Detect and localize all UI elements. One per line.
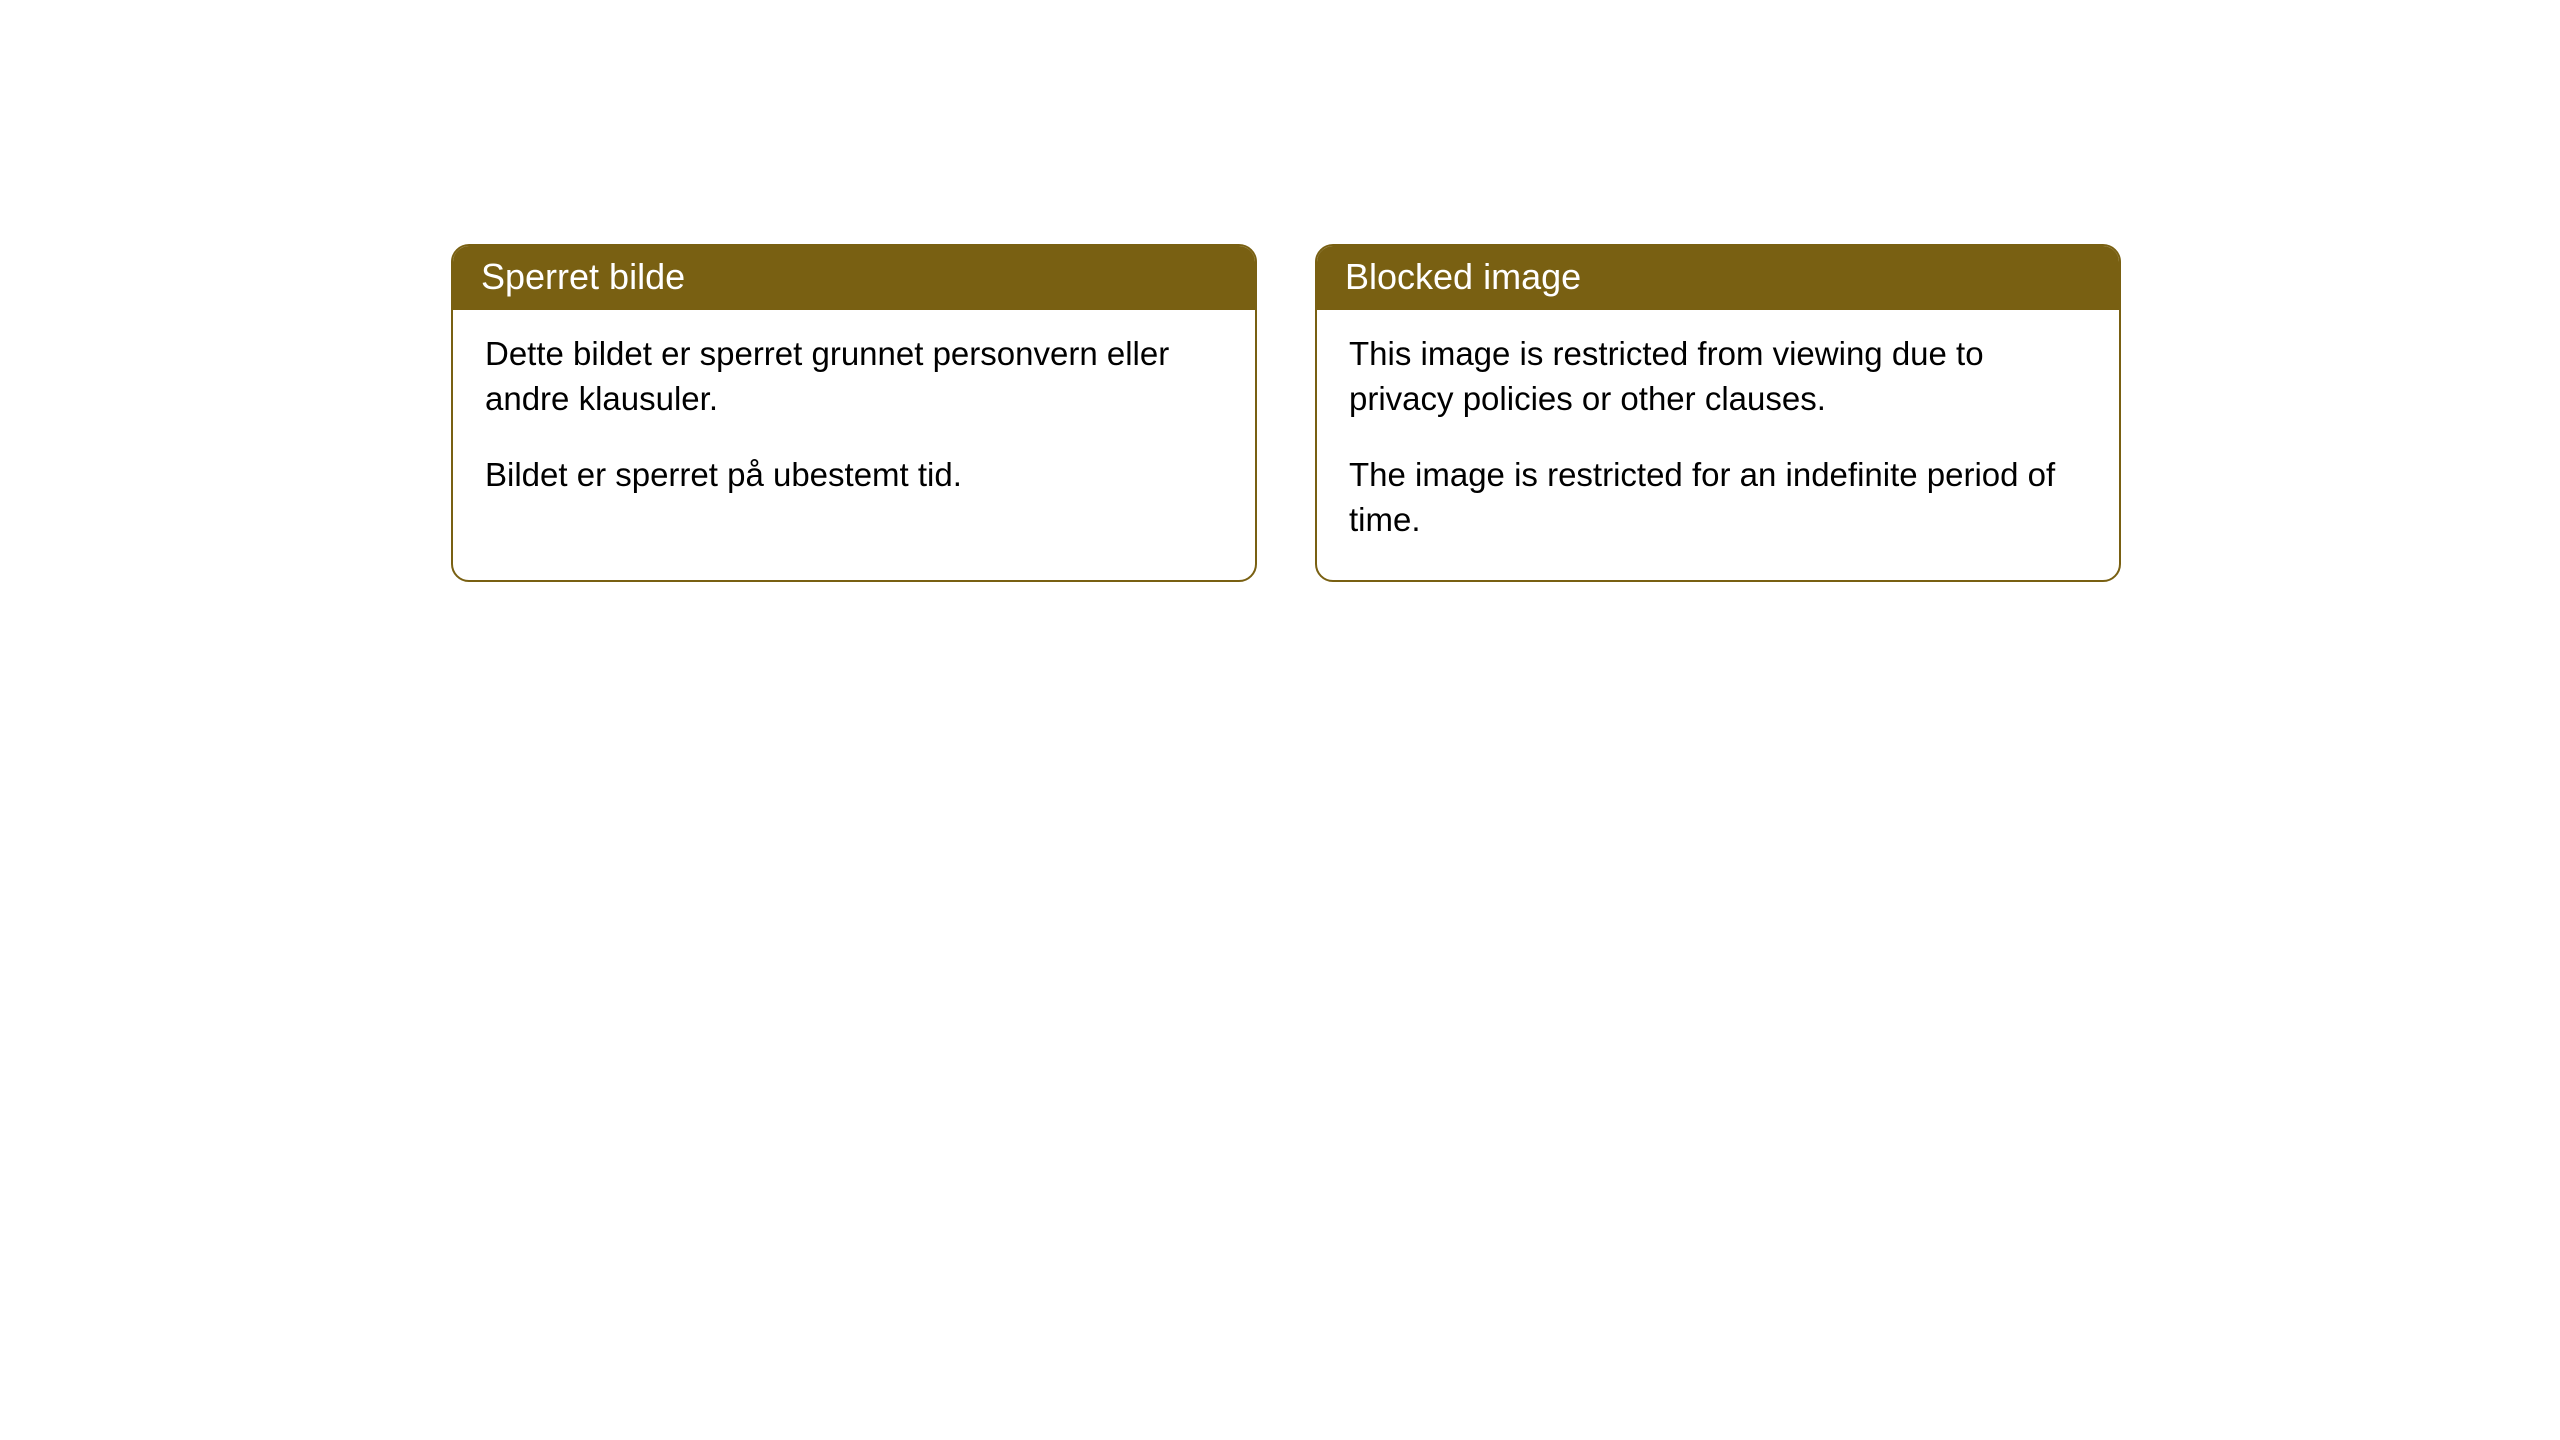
card-paragraph: Dette bildet er sperret grunnet personve…: [485, 332, 1223, 421]
card-body: This image is restricted from viewing du…: [1317, 310, 2119, 580]
card-paragraph: Bildet er sperret på ubestemt tid.: [485, 453, 1223, 498]
card-body: Dette bildet er sperret grunnet personve…: [453, 310, 1255, 536]
card-header: Blocked image: [1317, 246, 2119, 310]
card-title: Blocked image: [1345, 256, 1581, 297]
card-paragraph: The image is restricted for an indefinit…: [1349, 453, 2087, 542]
notice-card-norwegian: Sperret bilde Dette bildet er sperret gr…: [451, 244, 1257, 582]
notice-container: Sperret bilde Dette bildet er sperret gr…: [451, 244, 2121, 582]
notice-card-english: Blocked image This image is restricted f…: [1315, 244, 2121, 582]
card-paragraph: This image is restricted from viewing du…: [1349, 332, 2087, 421]
card-header: Sperret bilde: [453, 246, 1255, 310]
card-title: Sperret bilde: [481, 256, 685, 297]
